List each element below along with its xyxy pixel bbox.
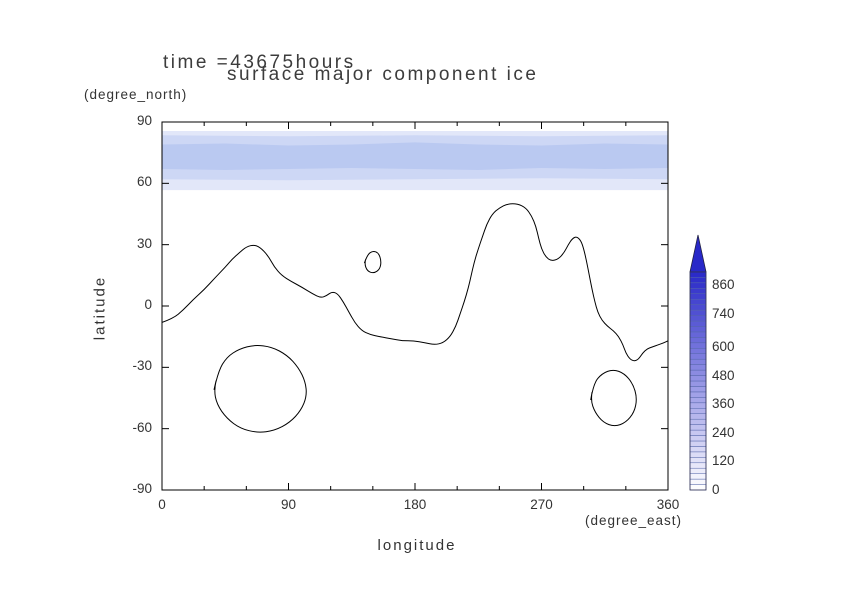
colorbar-arrow (689, 234, 707, 273)
colorbar-segment (689, 484, 707, 491)
colorbar-segment (689, 446, 707, 453)
y-tick-label: 90 (136, 113, 152, 128)
colorbar-segment (689, 473, 707, 480)
colorbar-segment (689, 309, 707, 316)
y-axis-unit: (degree_north) (84, 87, 188, 102)
contour-small-south-oval (590, 369, 637, 427)
time-label: time =43675hours (163, 52, 356, 73)
colorbar-segment (689, 391, 707, 398)
y-tick-label: -60 (132, 419, 152, 435)
colorbar-segment (689, 402, 707, 409)
colorbar-segment (689, 353, 707, 360)
colorbar-segment (689, 451, 707, 458)
colorbar-segment (689, 337, 707, 344)
colorbar-segment (689, 320, 707, 327)
x-tick-label: 180 (403, 497, 427, 512)
colorbar-segment (689, 478, 707, 485)
y-tick-label: 30 (136, 235, 152, 251)
ice-bands (162, 131, 668, 191)
colorbar-segment (689, 386, 707, 393)
colorbar-tick-label: 740 (712, 305, 735, 321)
colorbar-segment (689, 435, 707, 442)
colorbar-segment (689, 375, 707, 382)
colorbar-segment (689, 293, 707, 300)
colorbar-segment (689, 315, 707, 322)
colorbar (689, 234, 707, 491)
contour-lines (162, 203, 668, 433)
colorbar-segment (689, 326, 707, 333)
colorbar-segment (689, 462, 707, 469)
colorbar-segment (689, 287, 707, 294)
colorbar-segment (689, 364, 707, 371)
contour-small-island (363, 250, 382, 274)
colorbar-segment (689, 271, 707, 278)
colorbar-tick-label: 0 (712, 482, 720, 497)
colorbar-tick-label: 120 (712, 453, 735, 469)
colorbar-outline (689, 271, 707, 491)
colorbar-tick-label: 240 (712, 424, 735, 440)
x-tick-label: 270 (530, 497, 553, 512)
colorbar-segment (689, 282, 707, 289)
colorbar-segment (689, 407, 707, 414)
y-tick-label: 0 (144, 297, 152, 312)
chart-title: surface major component ice (227, 64, 539, 85)
contour-large-south-oval (213, 345, 307, 433)
colorbar-segment (689, 347, 707, 354)
y-tick-label: 60 (136, 174, 152, 190)
colorbar-segment (689, 397, 707, 404)
x-axis-label: longitude (377, 537, 457, 554)
colorbar-tick-label: 860 (712, 277, 735, 292)
colorbar-segment (689, 418, 707, 425)
x-axis-unit: (degree_east) (585, 513, 683, 528)
colorbar-segment (689, 467, 707, 474)
x-tick-label: 0 (158, 497, 166, 512)
colorbar-segment (689, 358, 707, 365)
contour-main-outline (162, 203, 668, 362)
colorbar-segment (689, 331, 707, 338)
ice-band (162, 142, 668, 170)
colorbar-segment (689, 298, 707, 305)
colorbar-segment (689, 424, 707, 431)
colorbar-segment (689, 380, 707, 387)
colorbar-segment (689, 277, 707, 284)
x-tick-label: 360 (656, 497, 680, 512)
y-tick-label: -90 (132, 481, 152, 496)
colorbar-tick-label: 480 (712, 367, 735, 383)
colorbar-segment (689, 457, 707, 464)
colorbar-segment (689, 429, 707, 436)
colorbar-segment (689, 304, 707, 311)
colorbar-segment (689, 413, 707, 420)
colorbar-tick-label: 600 (712, 338, 735, 354)
colorbar-segment (689, 342, 707, 349)
colorbar-segment (689, 369, 707, 376)
axis-ticks (161, 121, 669, 491)
x-tick-label: 90 (280, 497, 297, 512)
colorbar-tick-label: 360 (712, 396, 735, 412)
y-tick-label: -30 (132, 358, 152, 374)
colorbar-segment (689, 440, 707, 447)
